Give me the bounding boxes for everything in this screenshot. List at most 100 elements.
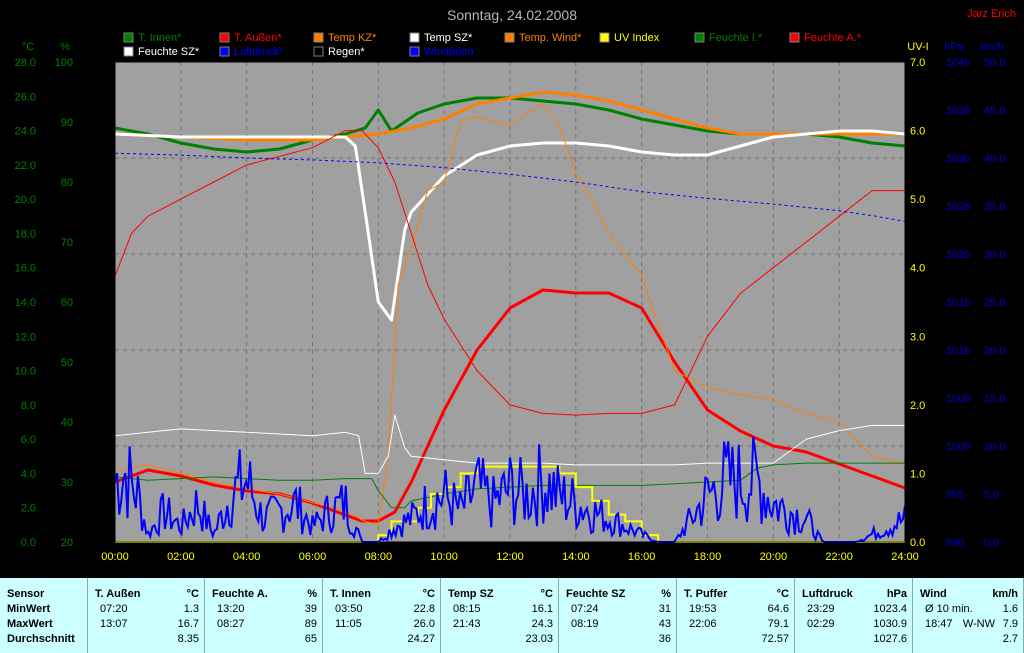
legend-label: Windböen xyxy=(424,46,474,58)
x-tick-label: 10:00 xyxy=(430,551,458,563)
statistics-panel: Sensor MinWert MaxWert Durchschnitt T. Außen… xyxy=(0,578,1024,653)
y-tick-label-wind: 45.0 xyxy=(984,105,1005,117)
legend-swatch xyxy=(409,46,420,57)
stats-cell-value: 31 xyxy=(658,603,671,615)
y-tick-label-temp_c: 14.0 xyxy=(15,297,36,309)
y-tick-label-wind: 25.0 xyxy=(984,297,1005,309)
stats-cell-value: 89 xyxy=(304,618,317,630)
axis-unit-pressure: hPa xyxy=(944,41,964,53)
y-tick-label-pressure: 1035 xyxy=(946,105,970,117)
stats-column: T. Außen °C 07:20 1.3 13:07 16.7 8.35 xyxy=(88,578,205,653)
stats-column-title: Sensor xyxy=(7,588,45,600)
y-tick-label-humidity: 30 xyxy=(61,477,73,489)
x-tick-label: 22:00 xyxy=(825,551,853,563)
stats-cell-time: 02:29 xyxy=(807,618,835,630)
stats-column-title: Temp SZ xyxy=(448,588,494,600)
y-tick-label-rain: 4.0 xyxy=(95,153,110,165)
y-tick-label-humidity: 70 xyxy=(61,237,73,249)
y-tick-label-rain: 2.0 xyxy=(95,345,110,357)
y-tick-label-temp_c: 18.0 xyxy=(15,228,36,240)
stats-column-unit: °C xyxy=(186,588,199,600)
axis-unit-temp_c: °C xyxy=(22,41,34,53)
x-tick-label: 06:00 xyxy=(299,551,327,563)
stats-column-unit: km/h xyxy=(992,588,1018,600)
legend-label: Feuchte A.* xyxy=(804,32,862,44)
stats-cell-time: Durchschnitt xyxy=(7,633,75,645)
stats-column: T. Innen °C 03:50 22.8 11:05 26.0 24.27 xyxy=(323,578,441,653)
stats-cell-value: 65 xyxy=(304,633,317,645)
y-tick-label-temp_c: 6.0 xyxy=(21,434,36,446)
y-tick-label-wind: 35.0 xyxy=(984,201,1005,213)
legend-swatch xyxy=(123,32,134,43)
stats-column-unit: °C xyxy=(422,588,435,600)
y-tick-label-uv: 3.0 xyxy=(910,331,925,343)
stats-cell-value: 79.1 xyxy=(767,618,789,630)
y-tick-label-temp_c: 8.0 xyxy=(21,400,36,412)
y-tick-label-temp_c: 4.0 xyxy=(21,468,36,480)
y-tick-label-pressure: 990 xyxy=(946,537,964,549)
y-tick-label-pressure: 1040 xyxy=(946,57,970,69)
stats-cell-value: 24.27 xyxy=(407,633,435,645)
stats-cell-value: 16.7 xyxy=(177,618,199,630)
legend-swatch xyxy=(409,32,420,43)
legend-swatch xyxy=(219,32,230,43)
stats-cell-time: Ø 10 min. xyxy=(925,603,973,615)
y-tick-label-uv: 6.0 xyxy=(910,126,925,138)
series-line xyxy=(114,130,905,416)
y-tick-label-humidity: 80 xyxy=(61,177,73,189)
stats-cell-value: 24.3 xyxy=(531,618,553,630)
stats-cell-value: 7.9 xyxy=(1002,618,1018,630)
stats-column-title: Feuchte SZ xyxy=(566,588,626,600)
chart-canvas: Sonntag, 24.02.2008 Jarz Erich T. Innen*… xyxy=(14,7,1016,563)
y-tick-label-wind: 5.0 xyxy=(984,489,999,501)
stats-column-unit: hPa xyxy=(886,588,907,600)
stats-column: Feuchte A.% 13:20 39 08:27 89 65 xyxy=(205,578,323,653)
y-tick-label-temp_c: 2.0 xyxy=(21,503,36,515)
y-tick-label-humidity: 20 xyxy=(61,537,73,549)
y-tick-label-pressure: 1025 xyxy=(946,201,970,213)
x-tick-label: 24:00 xyxy=(891,551,919,563)
stats-cell-time: 07:20 xyxy=(100,603,128,615)
stats-cell-time: 07:24 xyxy=(571,603,599,615)
legend-label: Temp. Wind* xyxy=(519,32,582,44)
stats-cell-value: 2.7 xyxy=(1002,633,1018,645)
y-tick-label-temp_c: 24.0 xyxy=(15,126,36,138)
legend-swatch xyxy=(504,32,515,43)
stats-column-unit: % xyxy=(661,588,671,600)
stats-column-title: Luftdruck xyxy=(802,588,853,600)
x-tick-label: 18:00 xyxy=(694,551,722,563)
legend-label: T. Außen* xyxy=(234,32,282,44)
stats-column-title: T. Puffer xyxy=(684,588,728,600)
legend-label: Temp KZ* xyxy=(328,32,377,44)
stats-column: T. Puffer °C 19:53 64.6 22:06 79.1 72.57 xyxy=(677,578,795,653)
y-tick-label-uv: 1.0 xyxy=(910,468,925,480)
x-tick-label: 12:00 xyxy=(496,551,524,563)
stats-column: Wind km/h Ø 10 min. 1.6 18:47 W-NW 7.9 2.7 xyxy=(913,578,1024,653)
stats-cell-time: MinWert xyxy=(7,603,51,615)
y-tick-label-rain: 3.0 xyxy=(95,249,110,261)
y-tick-label-uv: 4.0 xyxy=(910,263,925,275)
y-tick-label-humidity: 40 xyxy=(61,417,73,429)
stats-cell-time: 08:15 xyxy=(453,603,481,615)
plot-area xyxy=(114,61,906,543)
stats-cell-time: 21:43 xyxy=(453,618,481,630)
y-tick-label-rain: 0.0 xyxy=(95,537,110,549)
stats-column: Sensor MinWert MaxWert Durchschnitt xyxy=(0,578,88,653)
stats-cell-value: 1023.4 xyxy=(873,603,907,615)
stats-cell-time: 11:05 xyxy=(335,618,362,630)
y-tick-label-humidity: 50 xyxy=(61,357,73,369)
y-tick-label-uv: 5.0 xyxy=(910,194,925,206)
axes: 00:00 02:00 04:00 06:00 08:00 10:00 12:00 14:00… xyxy=(15,41,1006,563)
stats-cell-value: 1.6 xyxy=(1002,603,1018,615)
y-tick-label-uv: 0.0 xyxy=(910,537,925,549)
stats-column-title: T. Innen xyxy=(330,588,371,600)
y-tick-label-wind: 20.0 xyxy=(984,345,1005,357)
stats-cell-value: 39 xyxy=(304,603,317,615)
chart-title: Sonntag, 24.02.2008 xyxy=(447,7,577,23)
series-line xyxy=(114,152,906,222)
stats-cell-value: 1027.6 xyxy=(873,633,907,645)
legend-swatch xyxy=(219,46,230,57)
stats-cell-time: 13:20 xyxy=(217,603,245,615)
y-tick-label-rain: 5.0 xyxy=(95,57,110,69)
legend-swatch xyxy=(123,46,134,57)
